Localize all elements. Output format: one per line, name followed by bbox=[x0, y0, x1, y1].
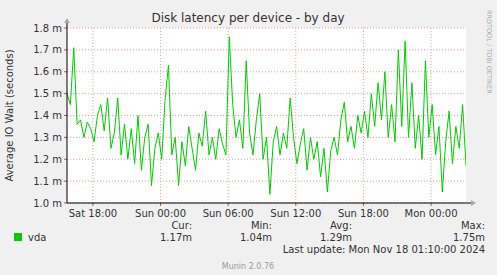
chart: 1.0 m 1.1 m 1.2 m 1.3 m 1.4 m 1.5 m 1.6 m 1.7 m… bbox=[0, 0, 497, 275]
x-axis bbox=[67, 203, 472, 204]
stat-value: 1.29m bbox=[320, 232, 352, 243]
tick-label: Sun 00:00 bbox=[135, 208, 186, 219]
stat-value: 1.75m bbox=[453, 232, 485, 243]
stat-header: Avg: bbox=[330, 220, 352, 231]
grid-line bbox=[67, 181, 466, 182]
series-line bbox=[67, 37, 466, 195]
grid-line bbox=[160, 28, 161, 203]
grid-line bbox=[67, 49, 466, 50]
tick-label: Sun 12:00 bbox=[270, 208, 321, 219]
axis-arrow bbox=[64, 18, 70, 23]
tick-label: 1.1 m bbox=[33, 176, 62, 187]
grid-line bbox=[92, 28, 93, 203]
stat-header: Cur: bbox=[171, 220, 192, 231]
stat-value: 1.17m bbox=[160, 232, 192, 243]
tick-label: 1.6 m bbox=[33, 66, 62, 77]
stat-value: 1.04m bbox=[240, 232, 272, 243]
credit: RRDTOOL / TOBI OETIKER bbox=[485, 10, 493, 94]
tick-label: 1.7 m bbox=[33, 44, 62, 55]
tick-label: Sun 18:00 bbox=[338, 208, 389, 219]
y-axis-label: Average IO Wait (seconds) bbox=[4, 49, 15, 181]
grid-line bbox=[67, 28, 466, 29]
tick-label: 1.3 m bbox=[33, 132, 62, 143]
tick-label: 1.4 m bbox=[33, 110, 62, 121]
series-group bbox=[67, 37, 466, 195]
title: Disk latency per device - by day bbox=[151, 11, 344, 25]
grid-line bbox=[67, 93, 466, 94]
plot-area bbox=[67, 28, 466, 203]
grid-line bbox=[295, 28, 296, 203]
tick-label: 1.0 m bbox=[33, 198, 62, 209]
legend-label: vda bbox=[28, 232, 46, 243]
stat-header: Min: bbox=[251, 220, 272, 231]
tick-label: Sat 18:00 bbox=[69, 208, 117, 219]
tick-label: 1.8 m bbox=[33, 23, 62, 34]
tick-label: 1.2 m bbox=[33, 154, 62, 165]
grid-line bbox=[67, 159, 466, 160]
y-axis bbox=[67, 22, 68, 203]
last-update: Last update: Mon Nov 18 01:10:00 2024 bbox=[283, 244, 485, 255]
legend-swatch bbox=[14, 233, 22, 241]
background bbox=[0, 0, 497, 275]
tick-label: 1.5 m bbox=[33, 88, 62, 99]
version: Munin 2.0.76 bbox=[222, 262, 274, 271]
axis-arrow bbox=[471, 200, 476, 206]
tick-label: Mon 00:00 bbox=[405, 208, 458, 219]
tick-label: Sun 06:00 bbox=[203, 208, 254, 219]
stat-header: Max: bbox=[461, 220, 485, 231]
grid-line bbox=[67, 115, 466, 116]
